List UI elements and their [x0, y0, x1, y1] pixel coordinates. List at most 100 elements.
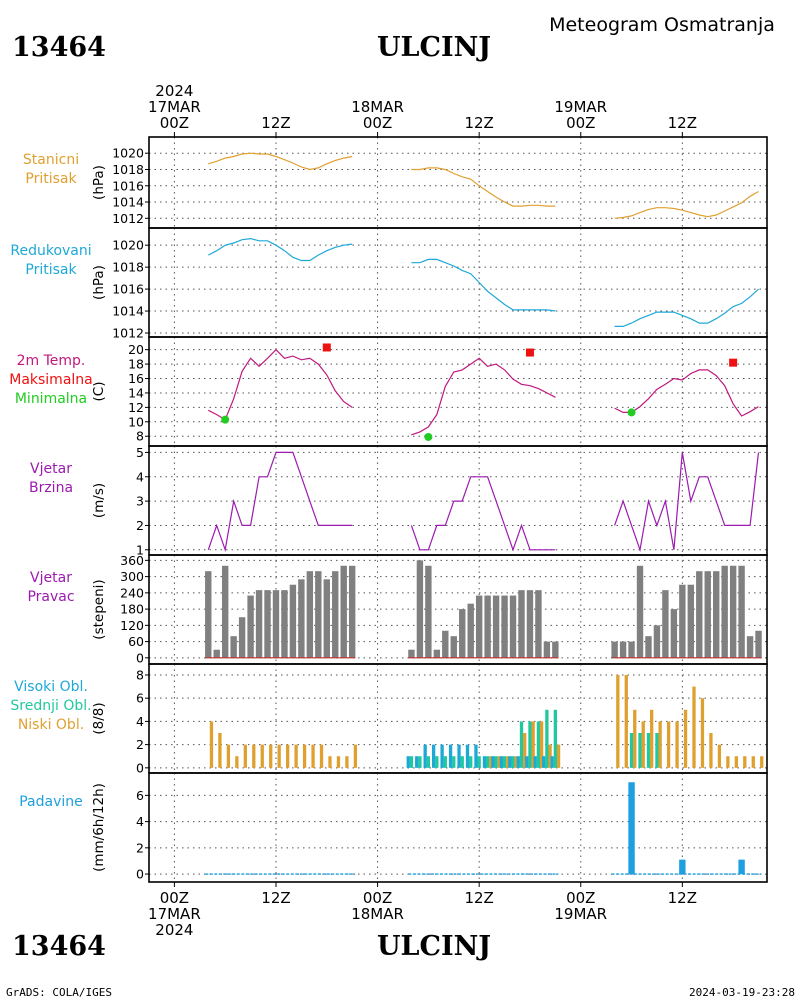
- panel-frame: [148, 336, 768, 447]
- unit-label: (8/8): [91, 702, 107, 734]
- top-time-label: 18MAR: [351, 98, 404, 116]
- place-name-top: ULCINJ: [377, 32, 491, 63]
- direction-bar: [729, 565, 737, 658]
- tmin-marker: [221, 415, 230, 424]
- low-cloud-bar: [717, 744, 722, 768]
- direction-bar: [543, 641, 551, 658]
- panel-precipitation: 0 2 4 6 (mm/6h/12h) Padavine: [19, 772, 768, 883]
- panel-label-line: Pritisak: [25, 262, 77, 278]
- direction-bar: [509, 595, 517, 658]
- high-cloud-bar: [525, 756, 529, 768]
- top-time-label: 12Z: [464, 114, 493, 132]
- unit-label: (mm/6h/12h): [91, 783, 107, 872]
- top-time-label: 00Z: [160, 114, 189, 132]
- low-cloud-bar: [209, 721, 214, 768]
- direction-bar: [230, 636, 237, 658]
- precip-bar: [679, 859, 686, 875]
- plot-area: [207, 451, 760, 553]
- high-cloud-bar: [491, 756, 495, 768]
- top-time-label: 2024: [155, 82, 193, 100]
- y-tick-label: 2: [136, 737, 144, 752]
- y-tick-label: 1012: [112, 326, 144, 341]
- y-tick-label: 1020: [112, 238, 144, 253]
- low-cloud-bar: [743, 756, 747, 768]
- bottom-time-label: 17MAR: [148, 905, 201, 923]
- panel-label-line: Stanicni: [23, 152, 79, 168]
- middle-cloud-bar: [477, 756, 481, 768]
- direction-bar: [433, 649, 441, 658]
- low-cloud-bar: [506, 756, 510, 768]
- low-cloud-bar: [489, 756, 493, 768]
- direction-bar: [670, 609, 678, 658]
- middle-cloud-bar: [443, 756, 447, 768]
- bottom-time-label: 12Z: [464, 889, 493, 907]
- unit-label: (C): [91, 382, 107, 402]
- bottom-time-label: 12Z: [668, 889, 697, 907]
- high-cloud-bar: [482, 756, 487, 768]
- middle-cloud-bar: [426, 756, 431, 768]
- series-line: [410, 476, 556, 552]
- panel-label-line: Pritisak: [25, 171, 77, 187]
- y-tick-label: 240: [120, 585, 144, 600]
- high-cloud-bar: [465, 744, 470, 768]
- low-cloud-bar: [616, 674, 620, 768]
- series-line: [411, 167, 556, 207]
- panel-label-line: Maksimalna: [9, 372, 93, 388]
- low-cloud-bar: [294, 744, 298, 768]
- direction-bar: [492, 595, 500, 658]
- panel-label-line: Visoki Obl.: [14, 679, 88, 695]
- y-tick-label: 14: [128, 385, 144, 400]
- low-cloud-bar: [235, 756, 239, 768]
- high-cloud-bar: [423, 744, 427, 768]
- tmax-marker: [525, 348, 534, 357]
- direction-bar: [755, 630, 762, 658]
- top-time-label: 17MAR: [148, 98, 201, 116]
- middle-cloud-bar: [545, 709, 549, 768]
- high-cloud-bar: [542, 756, 546, 768]
- series-line: [208, 152, 353, 171]
- y-tick-label: 1012: [112, 211, 144, 226]
- middle-cloud-bar: [536, 721, 541, 768]
- high-cloud-bar: [516, 756, 520, 768]
- direction-bar: [238, 617, 246, 658]
- plot-area: [208, 237, 759, 327]
- panel-label-line: Pravac: [27, 589, 74, 605]
- high-cloud-bar: [406, 756, 410, 768]
- direction-bar: [323, 579, 330, 658]
- high-cloud-bar: [533, 756, 537, 768]
- y-tick-label: 4: [136, 469, 144, 484]
- top-time-label: 00Z: [566, 114, 595, 132]
- direction-bar: [713, 571, 720, 658]
- y-tick-label: 3: [136, 494, 144, 509]
- low-cloud-bar: [353, 744, 358, 768]
- place-name-bottom: ULCINJ: [377, 931, 491, 962]
- direction-bar: [704, 571, 711, 658]
- low-cloud-bar: [624, 674, 628, 768]
- bottom-time-label: 00Z: [566, 889, 595, 907]
- low-cloud-bar: [336, 756, 341, 768]
- middle-cloud-bar: [519, 721, 524, 768]
- precip-bar: [738, 859, 745, 875]
- direction-bar: [442, 630, 449, 658]
- plot-area: [209, 674, 764, 768]
- y-tick-label: 1016: [112, 178, 144, 193]
- panel-clouds: 0 2 4 6 8 (8/8)Visoki Obl. Srednji Obl. Niski O…: [10, 663, 768, 775]
- series-line: [411, 258, 556, 312]
- series-line: [207, 451, 353, 553]
- direction-bar: [746, 636, 754, 658]
- direction-bar: [416, 560, 424, 658]
- middle-cloud-bar: [646, 733, 651, 768]
- footer-timestamp: 2024-03-19-23:28: [689, 986, 795, 999]
- y-tick-label: 360: [120, 553, 144, 568]
- middle-cloud-bar: [553, 709, 558, 768]
- low-cloud-bar: [243, 744, 247, 768]
- unit-label: (stepeni): [91, 579, 107, 639]
- y-tick-label: 120: [120, 618, 144, 633]
- series-line: [614, 369, 759, 417]
- panel-label-line: Vjetar: [30, 570, 72, 586]
- low-cloud-bar: [226, 744, 231, 768]
- low-cloud-bar: [641, 721, 645, 768]
